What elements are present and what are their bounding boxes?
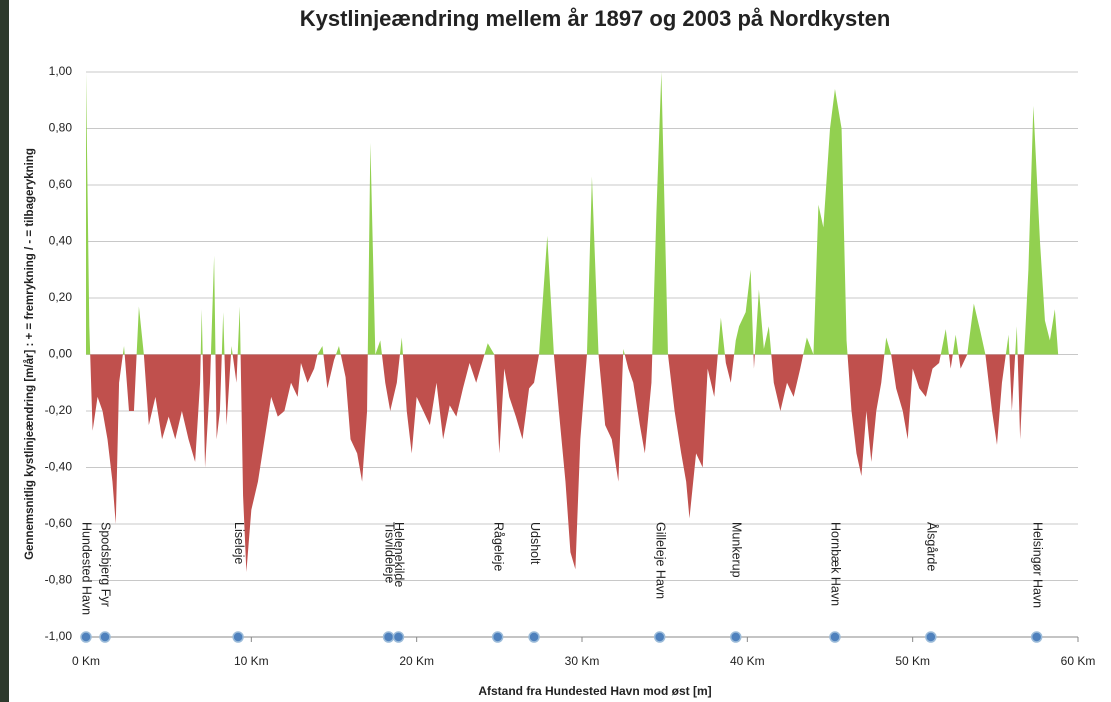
y-tick-label: 0,20 (49, 290, 73, 304)
x-tick-label: 60 Km (1061, 654, 1096, 668)
location-marker (384, 632, 394, 642)
y-tick-label: 0,40 (49, 234, 73, 248)
y-axis-label: Gennemsnitlig kystlinjeændring [m/år] : … (24, 148, 36, 560)
x-axis-label: Afstand fra Hundested Havn mod øst [m] (478, 684, 711, 698)
location-marker (100, 632, 110, 642)
location-marker (926, 632, 936, 642)
coastline-area (86, 72, 1058, 572)
y-tick-label: -0,80 (45, 573, 73, 587)
location-marker (830, 632, 840, 642)
y-tick-label: 0,80 (49, 121, 73, 135)
location-label: Hornbæk Havn (829, 522, 843, 606)
location-label: Liseleje (232, 522, 246, 564)
x-tick-label: 30 Km (565, 654, 600, 668)
location-label: Spodsbjerg Fyr (99, 522, 113, 607)
location-marker (233, 632, 243, 642)
x-tick-label: 50 Km (895, 654, 930, 668)
photo-edge (0, 0, 9, 702)
location-marker (493, 632, 503, 642)
y-tick-label: 0,00 (49, 347, 73, 361)
location-marker (529, 632, 539, 642)
location-marker (655, 632, 665, 642)
x-tick-label: 0 Km (72, 654, 100, 668)
location-label: Helsingør Havn (1030, 522, 1044, 608)
location-label: Hundested Havn (80, 522, 94, 615)
y-tick-label: 0,60 (49, 177, 73, 191)
y-tick-label: -0,40 (45, 460, 73, 474)
location-marker (393, 632, 403, 642)
location-marker (1032, 632, 1042, 642)
x-tick-label: 10 Km (234, 654, 269, 668)
y-tick-label: -0,60 (45, 516, 73, 530)
location-marker (731, 632, 741, 642)
x-tick-label: 40 Km (730, 654, 765, 668)
chart: Kystlinjeændring mellem år 1897 og 2003 … (0, 0, 1111, 702)
location-label: Udsholt (528, 522, 542, 565)
x-tick-label: 20 Km (399, 654, 434, 668)
location-marker (81, 632, 91, 642)
location-label: Gilleleje Havn (653, 522, 667, 599)
location-label: Ålsgårde (925, 522, 940, 571)
y-tick-label: -0,20 (45, 403, 73, 417)
location-label: Helenekilde (392, 522, 406, 587)
chart-title: Kystlinjeændring mellem år 1897 og 2003 … (300, 6, 891, 31)
y-tick-label: -1,00 (45, 629, 73, 643)
y-tick-label: 1,00 (49, 64, 73, 78)
location-label: Munkerup (729, 522, 743, 578)
location-label: Rågeleje (491, 522, 505, 571)
